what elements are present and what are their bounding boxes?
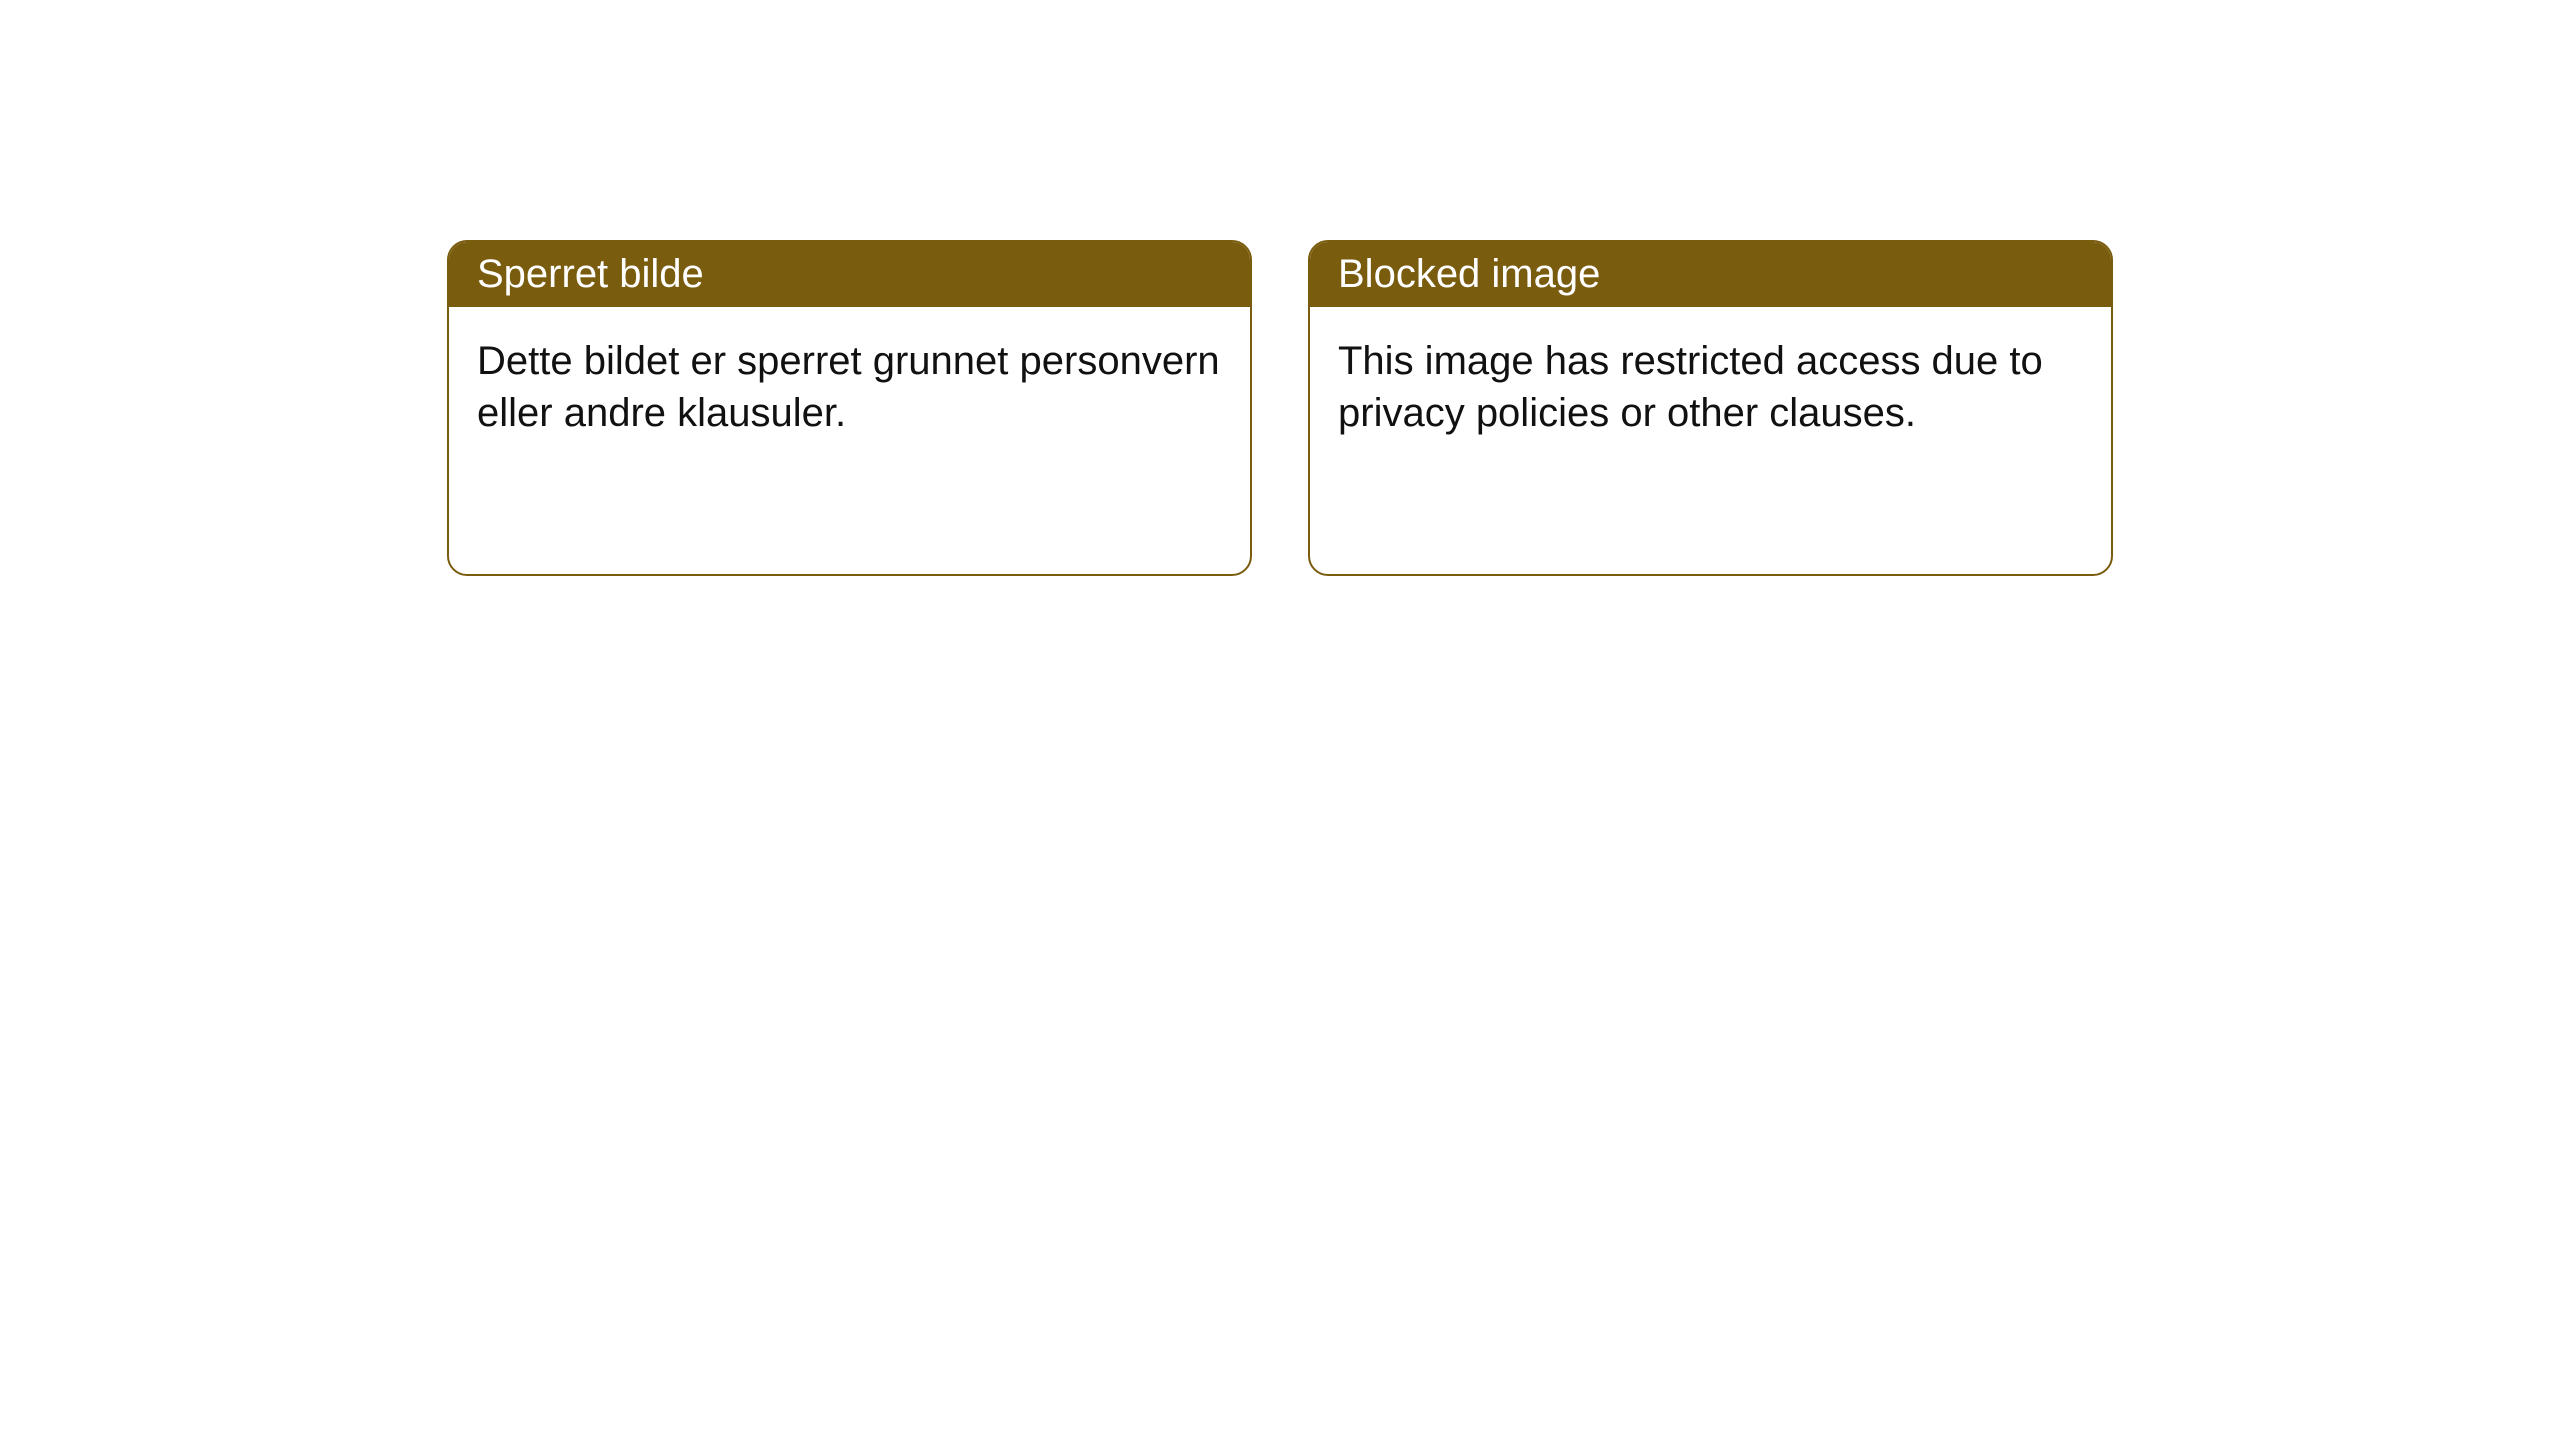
card-title: Blocked image <box>1338 252 1600 296</box>
card-body-text: This image has restricted access due to … <box>1338 339 2043 435</box>
card-title: Sperret bilde <box>477 252 704 296</box>
card-body: Dette bildet er sperret grunnet personve… <box>449 307 1250 467</box>
card-header: Sperret bilde <box>449 242 1250 307</box>
notice-card-norwegian: Sperret bilde Dette bildet er sperret gr… <box>447 240 1252 576</box>
notice-cards-container: Sperret bilde Dette bildet er sperret gr… <box>447 240 2113 576</box>
card-header: Blocked image <box>1310 242 2111 307</box>
notice-card-english: Blocked image This image has restricted … <box>1308 240 2113 576</box>
card-body: This image has restricted access due to … <box>1310 307 2111 467</box>
card-body-text: Dette bildet er sperret grunnet personve… <box>477 339 1220 435</box>
